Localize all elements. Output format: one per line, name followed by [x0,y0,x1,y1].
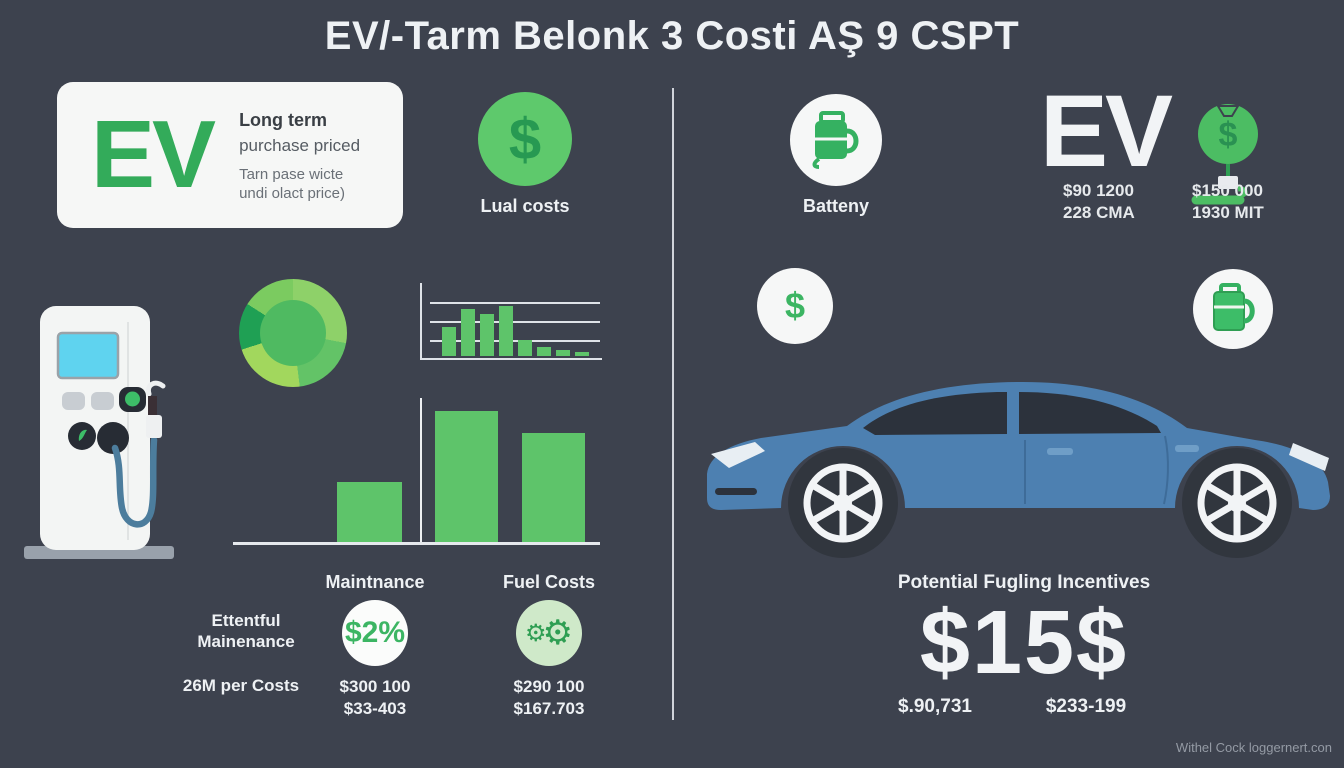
fuel-value-2: $167.703 [513,699,585,718]
mini-bar [518,340,532,356]
page-title: EV/-Tarm Belonk 3 Costi AŞ 9 CSPT [324,14,1020,58]
stat-right-line1: $150 000 [1192,181,1263,200]
mini-bar [556,350,570,356]
gridline [430,340,600,342]
footer-credit: Withel Cock loggernert.con [1175,740,1332,755]
fuel-cost-circle-label: Lual costs [480,196,570,216]
gears-badge-circle: ⚙ ⚙ [516,600,582,666]
stat-left: $90 1200 228 CMA [1063,180,1135,224]
battery-circle-label: Batteny [802,196,869,216]
mini-bar [537,347,551,356]
percent-badge-text: $2% [344,616,406,649]
mini-bar [575,352,589,356]
fuel-cost-circle: $ [478,92,572,186]
gridline [430,302,600,304]
battery-circle [790,94,882,186]
comparison-bar [435,411,498,542]
rear-wheel [1182,448,1292,558]
stat-left-line1: $90 1200 [1063,181,1134,200]
incentives-title: Potential Fugling Incentives [897,572,1151,593]
chart-axis-line [420,398,422,542]
mini-bar [461,309,475,356]
dollar-icon-2: $ [784,285,806,326]
car-illustration [707,382,1330,558]
aside-line1: Ettentful [211,611,281,630]
maintenance-value-2: $33-403 [343,699,407,718]
card-heading: Long term [239,110,328,130]
incentive-amount-left: $.90,731 [898,696,972,717]
dollar-icon: $ [508,106,542,172]
ev-logo: EV [91,101,216,208]
center-divider-line [672,88,674,720]
ev-card: EV Long term purchase priced Tarn pase w… [57,82,403,228]
donut-center [260,300,326,366]
mini-bar [442,327,456,356]
maintenance-label: Maintnance [325,572,425,592]
comparison-bar [522,433,585,542]
gridline [430,321,600,323]
mini-bar [499,306,513,356]
card-subheading: purchase priced [239,136,361,155]
stat-right: $150 000 1930 MIT [1192,180,1264,224]
battery-icon [1213,283,1255,331]
charging-station-illustration [24,306,174,559]
percent-badge-circle: $2% [342,600,408,666]
battery-circle-2 [1193,269,1273,349]
maintenance-values: $300 100 $33-403 [300,676,450,720]
aside-per-costs-label: 26M per Costs [182,676,300,695]
comparison-bar-chart [233,395,600,545]
aside-maintenance-label: Ettentful Mainenance [166,610,326,652]
gear-icon-large: ⚙ [542,614,573,652]
donut-chart [239,279,347,387]
maintenance-value-1: $300 100 [339,677,411,696]
card-line4: undi olact price) [239,185,345,202]
incentives-amount: $15$ [919,593,1129,693]
battery-charger-icon [812,111,859,169]
fuel-value-1: $290 100 [513,677,585,696]
front-wheel [788,448,898,558]
fuel-costs-label: Fuel Costs [502,572,595,592]
incentive-amount-right: $233-199 [1045,696,1127,717]
money-bag-dollar: $ [1219,116,1238,154]
mini-bar [480,314,494,356]
stat-right-line2: 1930 MIT [1192,203,1264,222]
ev-heading: EV [1040,74,1173,188]
stat-left-line2: 228 CMA [1063,203,1135,222]
gear-icon-small: ⚙ [525,619,547,647]
comparison-bar [337,482,402,542]
ev-card-text: Long term purchase priced Tarn pase wict… [239,108,360,202]
money-bag-charging-icon: $ [1191,104,1258,205]
card-line3: Tarn pase wicte [239,166,344,183]
fuel-values: $290 100 $167.703 [474,676,624,720]
mini-bar-chart [420,283,602,360]
dollar-circle: $ [757,268,833,344]
aside-line2: Mainenance [197,632,295,651]
